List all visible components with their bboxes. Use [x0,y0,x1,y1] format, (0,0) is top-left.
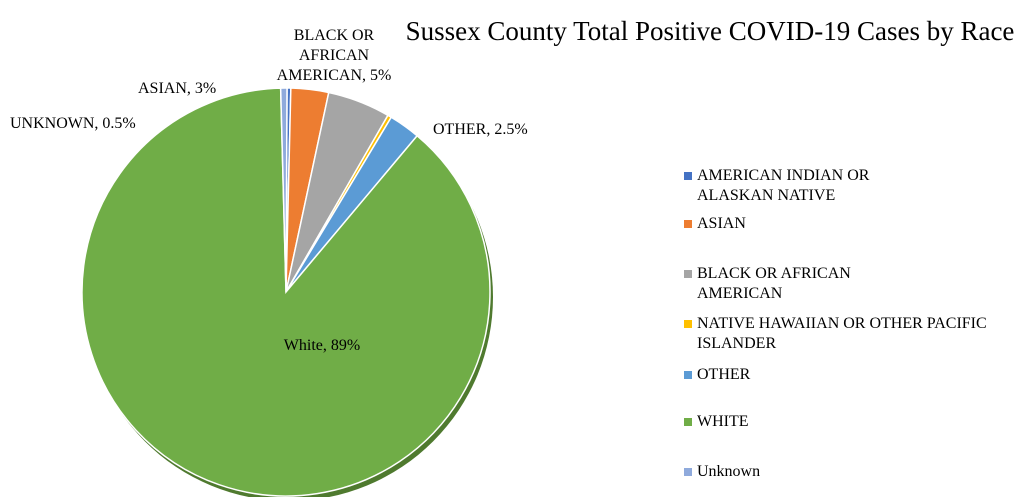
legend-label: AMERICAN INDIAN OR ALASKAN NATIVE [697,167,870,204]
legend-item-black-or-african-american: BLACK OR AFRICAN AMERICAN [684,264,1024,304]
legend-label: NATIVE HAWAIIAN OR OTHER PACIFIC ISLANDE… [697,315,987,352]
slice-labels: UNKNOWN, 0.5% ASIAN, 3% BLACK OR AFRICAN AME… [10,27,528,354]
pie-slice-white [81,87,491,497]
legend-swatch [684,270,692,278]
legend-item-american-indian-or-alaskan-native: AMERICAN INDIAN OR ALASKAN NATIVE [684,166,1024,206]
pie-slices [81,87,493,497]
legend-swatch [684,220,692,228]
legend-swatch [684,371,692,379]
legend-item-native-hawaiian-or-other-pacific-islander: NATIVE HAWAIIAN OR OTHER PACIFIC ISLANDE… [684,314,1024,354]
data-label-white: White, 89% [284,337,360,354]
data-label-asian: ASIAN, 3% [138,80,216,97]
legend-label: BLACK OR AFRICAN AMERICAN [697,265,851,302]
pie-slice-unknown [279,87,288,293]
legend-label: Unknown [697,463,761,480]
legend-item-unknown: Unknown [684,462,1024,482]
legend-item-asian: ASIAN [684,214,1024,234]
data-label-other: OTHER, 2.5% [433,121,528,138]
legend-swatch [684,320,692,328]
legend-swatch [684,418,692,426]
chart-title: Sussex County Total Positive COVID-19 Ca… [405,16,1015,46]
data-label-black-or-african-american: BLACK OR AFRICAN AMERICAN, 5% [277,27,392,84]
data-label-unknown: UNKNOWN, 0.5% [10,115,136,132]
legend-item-white: WHITE [684,412,1024,432]
legend-label: ASIAN [697,215,746,232]
legend-swatch [684,468,692,476]
legend-label: WHITE [697,413,749,430]
legend-swatch [684,172,692,180]
legend-label: OTHER [697,366,751,383]
legend-item-other: OTHER [684,365,1024,385]
